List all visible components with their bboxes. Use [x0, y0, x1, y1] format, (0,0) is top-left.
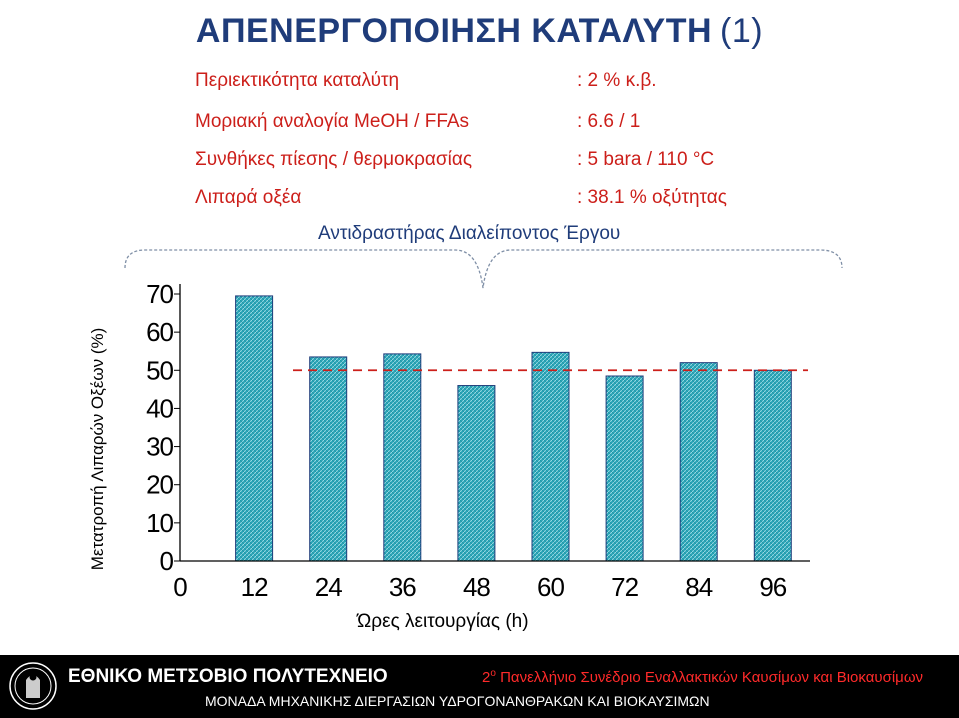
y-tick-label: 60 [146, 317, 173, 347]
curly-brace-icon [124, 249, 843, 289]
param-label-catalyst: Περιεκτικότητα καταλύτη [195, 70, 400, 91]
bar-96 [753, 369, 792, 562]
bar-36 [383, 353, 422, 562]
bar-48 [457, 385, 496, 562]
y-tick-label: 30 [146, 432, 173, 462]
x-tick-label: 60 [537, 572, 564, 602]
footer-bar [0, 655, 959, 718]
bar-84 [679, 362, 718, 562]
conference-title: Πανελλήνιο Συνέδριο Εναλλακτικών Καυσίμω… [500, 669, 924, 686]
y-tick-label: 70 [146, 279, 173, 309]
x-tick-label: 24 [315, 572, 342, 602]
param-value-molar-ratio: : 6.6 / 1 [577, 111, 641, 132]
param-label-fatty-acids: Λιπαρά οξέα [195, 187, 302, 208]
x-tick-label: 48 [463, 572, 490, 602]
conference-number: 2 [482, 669, 491, 686]
param-value-catalyst: : 2 % κ.β. [577, 70, 657, 91]
organization-name: ΕΘΝΙΚΟ ΜΕΤΣΟΒΙΟ ΠΟΛΥΤΕΧΝΕΙΟ [68, 666, 388, 687]
bar-12 [235, 295, 274, 562]
y-tick-label: 20 [146, 470, 173, 500]
conference-ordinal: ο [490, 668, 496, 679]
conference-name: 2ο Πανελλήνιο Συνέδριο Εναλλακτικών Καυσ… [482, 668, 923, 686]
y-axis-label: Μετατροπή Λιπαρών Οξέων (%) [88, 327, 107, 571]
bar-24 [309, 356, 348, 562]
slide-title-number: (1) [720, 12, 764, 50]
slide-title: ΑΠΕΝΕΡΓΟΠΟΙΗΣΗ ΚΑΤΑΛΥΤΗ (1) [0, 12, 959, 51]
param-label-conditions: Συνθήκες πίεσης / θερμοκρασίας [195, 149, 473, 170]
reactor-label: Αντιδραστήρας Διαλείποντος Έργου [318, 223, 621, 244]
x-tick-label: 96 [759, 572, 786, 602]
x-tick-label: 84 [685, 572, 712, 602]
y-tick-label: 40 [146, 393, 173, 423]
param-value-conditions: : 5 bara / 110 °C [577, 149, 715, 170]
bar-72 [605, 375, 644, 562]
department-name: ΜΟΝΑΔΑ ΜΗΧΑΝΙΚΗΣ ΔΙΕΡΓΑΣΙΩΝ ΥΔΡΟΓΟΝΑΝΘΡΑ… [205, 693, 710, 709]
bar-chart: 0 10 20 30 40 50 60 70 0 12 24 36 48 60 72 84 96 [146, 279, 810, 602]
x-axis-label: Ώρες λειτουργίας (h) [357, 611, 529, 632]
y-tick-label: 50 [146, 355, 173, 385]
slide-title-text: ΑΠΕΝΕΡΓΟΠΟΙΗΣΗ ΚΑΤΑΛΥΤΗ [195, 12, 713, 50]
x-tick-label: 0 [173, 572, 187, 602]
param-value-fatty-acids: : 38.1 % οξύτητας [577, 187, 727, 208]
university-logo-icon [9, 662, 57, 710]
x-tick-label: 72 [611, 572, 638, 602]
y-tick-label: 10 [146, 508, 173, 538]
x-tick-label: 12 [241, 572, 268, 602]
param-label-molar-ratio: Μοριακή αναλογία MeOH / FFAs [195, 111, 470, 132]
x-tick-label: 36 [389, 572, 416, 602]
y-tick-label: 0 [160, 546, 174, 576]
bar-60 [531, 351, 570, 562]
